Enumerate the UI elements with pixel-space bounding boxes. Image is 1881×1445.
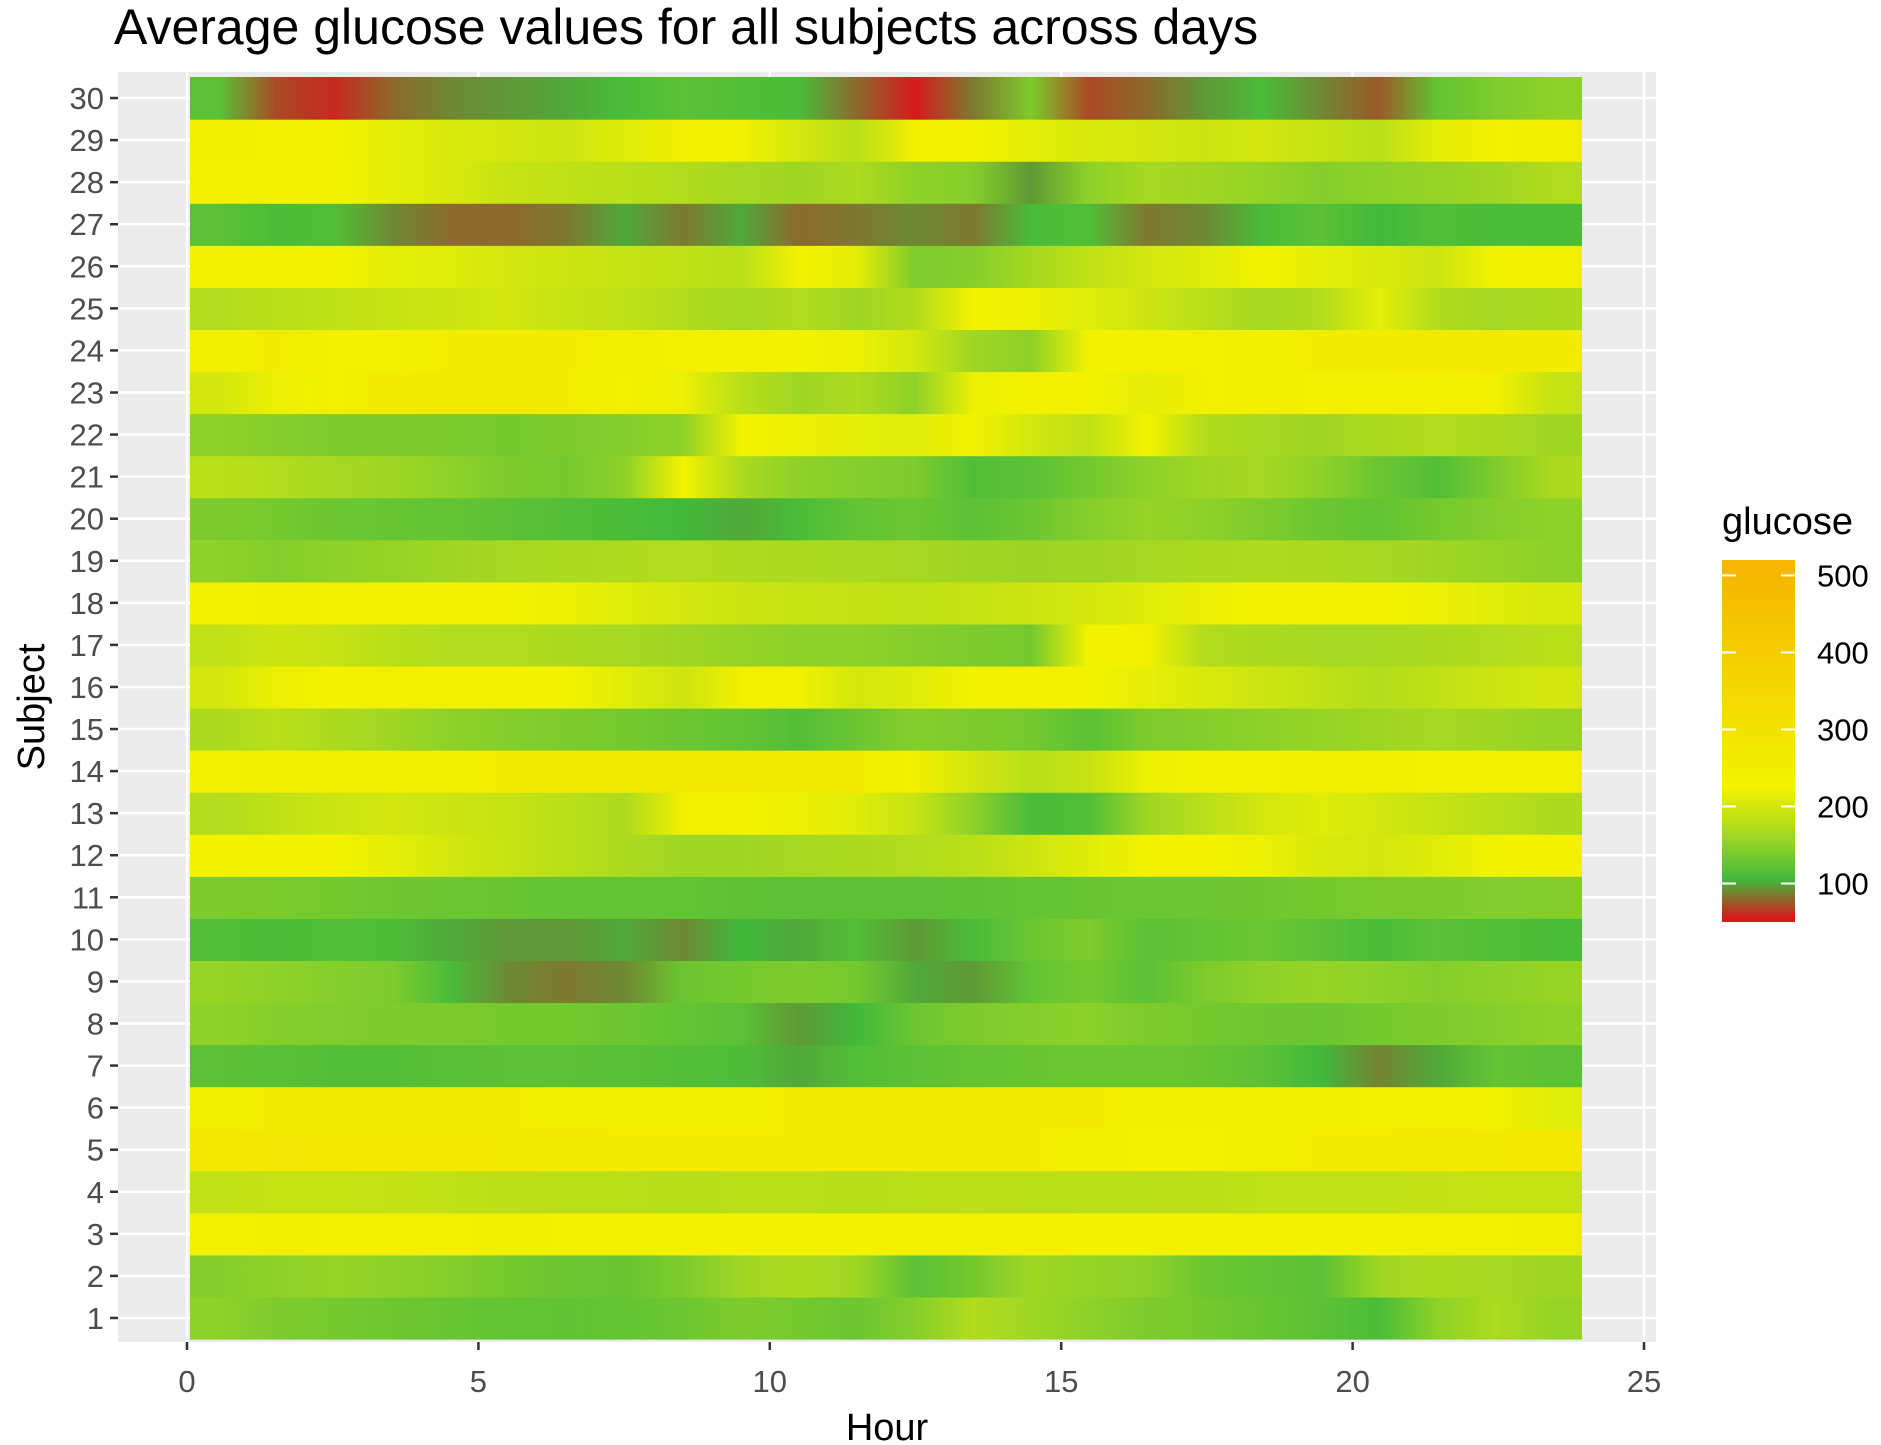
legend-tick-label: 400 [1817, 635, 1869, 670]
heatmap-row-subject-18 [190, 581, 1582, 625]
heatmap-row-subject-14 [190, 750, 1582, 793]
y-tick-label: 24 [70, 333, 104, 368]
y-tick-label: 21 [70, 460, 104, 495]
y-tick-label: 9 [87, 964, 104, 999]
y-tick-label: 27 [70, 207, 104, 242]
heatmap-row-subject-1 [190, 1296, 1582, 1340]
heatmap-tiles [190, 77, 1582, 1340]
heatmap-row-subject-4 [190, 1170, 1582, 1214]
legend-title: glucose [1722, 501, 1853, 543]
heatmap-row-subject-5 [190, 1128, 1582, 1172]
heatmap-row-subject-25 [190, 287, 1582, 330]
chart-title: Average glucose values for all subjects … [114, 0, 1259, 55]
y-tick-label: 1 [87, 1301, 104, 1336]
heatmap-row-subject-13 [190, 792, 1582, 835]
legend-tick-label: 100 [1817, 866, 1869, 901]
heatmap-row-subject-7 [190, 1044, 1582, 1088]
y-tick-label: 16 [70, 670, 104, 705]
legend: glucose 100 200 300 400 500 [1722, 501, 1869, 922]
x-tick-label: 0 [178, 1364, 195, 1399]
y-tick-label: 17 [70, 628, 104, 663]
x-tick-label: 5 [470, 1364, 487, 1399]
heatmap-row-subject-10 [190, 918, 1582, 961]
y-tick-label: 19 [70, 544, 104, 579]
legend-tick-label: 500 [1817, 558, 1869, 593]
x-tick-label: 20 [1335, 1364, 1369, 1399]
legend-tick-label: 200 [1817, 789, 1869, 824]
y-tick-label: 13 [70, 796, 104, 831]
heatmap-row-subject-2 [190, 1254, 1582, 1298]
y-tick-label: 7 [87, 1049, 104, 1084]
y-tick-label: 25 [70, 291, 104, 326]
y-tick-label: 6 [87, 1091, 104, 1126]
heatmap-row-subject-17 [190, 623, 1582, 667]
y-tick-label: 15 [70, 712, 104, 747]
legend-colorbar [1722, 560, 1795, 922]
heatmap-row-subject-9 [190, 960, 1582, 1004]
heatmap-row-subject-28 [190, 161, 1582, 204]
y-tick-label: 5 [87, 1133, 104, 1168]
y-tick-label: 23 [70, 376, 104, 411]
y-tick-label: 12 [70, 838, 104, 873]
y-tick-label: 11 [72, 880, 104, 915]
heatmap-row-subject-24 [190, 329, 1582, 373]
y-tick-label: 14 [70, 754, 104, 789]
y-tick-label: 18 [70, 586, 104, 621]
heatmap-row-subject-12 [190, 834, 1582, 877]
y-tick-label: 29 [70, 123, 104, 158]
heatmap-row-subject-16 [190, 665, 1582, 709]
y-tick-label: 8 [87, 1007, 104, 1042]
heatmap-row-subject-21 [190, 455, 1582, 499]
x-tick-label: 10 [753, 1364, 787, 1399]
heatmap-row-subject-22 [190, 413, 1582, 457]
heatmap-row-subject-6 [190, 1086, 1582, 1130]
y-tick-label: 30 [70, 81, 104, 116]
heatmap-row-subject-3 [190, 1212, 1582, 1256]
y-axis: 1234567891011121314151617181920212223242… [70, 81, 118, 1336]
heatmap-row-subject-23 [190, 371, 1582, 415]
heatmap-row-subject-26 [190, 245, 1582, 288]
y-tick-label: 20 [70, 502, 104, 537]
y-tick-label: 28 [70, 165, 104, 200]
x-tick-label: 15 [1044, 1364, 1078, 1399]
y-tick-label: 4 [87, 1175, 104, 1210]
heatmap-row-subject-20 [190, 497, 1582, 541]
y-tick-label: 26 [70, 249, 104, 284]
x-axis-title: Hour [846, 1407, 929, 1445]
heatmap-row-subject-30 [190, 77, 1582, 120]
legend-tick-label: 300 [1817, 712, 1869, 747]
x-axis: 0 5 10 15 20 25 [178, 1342, 1661, 1399]
y-tick-label: 10 [70, 922, 104, 957]
heatmap-row-subject-8 [190, 1002, 1582, 1046]
heatmap-row-subject-27 [190, 203, 1582, 246]
y-tick-label: 2 [87, 1259, 104, 1294]
y-axis-title: Subject [11, 643, 53, 770]
heatmap-row-subject-15 [190, 708, 1582, 751]
heatmap-row-subject-19 [190, 539, 1582, 583]
heatmap-row-subject-11 [190, 876, 1582, 919]
heatmap-row-subject-29 [190, 119, 1582, 162]
y-tick-label: 3 [87, 1217, 104, 1252]
y-tick-label: 22 [70, 418, 104, 453]
x-tick-label: 25 [1627, 1364, 1661, 1399]
